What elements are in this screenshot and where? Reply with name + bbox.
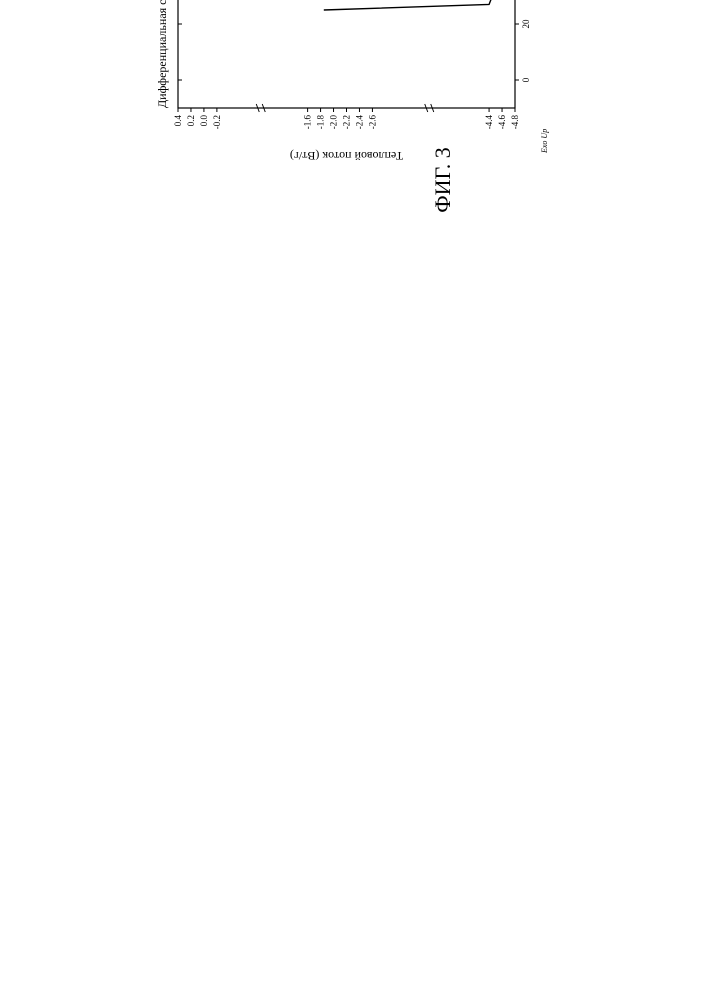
ytick-label: 0.4 — [173, 115, 183, 127]
ytick-label: -4.6 — [497, 115, 507, 130]
ytick-label: -2.2 — [342, 115, 352, 129]
ytick-label: -1.6 — [303, 115, 313, 130]
ytick-label: -1.8 — [316, 115, 326, 130]
plot-area — [178, 0, 515, 108]
xtick-label: 0 — [521, 77, 531, 82]
ytick-label: 0.0 — [199, 115, 209, 127]
figure-label: ФИГ. 3 — [430, 80, 456, 280]
xtick-label: 20 — [521, 19, 531, 29]
ytick-label: -2.6 — [367, 115, 377, 130]
ytick-label: -4.4 — [484, 115, 494, 130]
ytick-label: -4.8 — [510, 115, 520, 130]
xaxis-note-left: Exo Up — [540, 129, 549, 154]
ytick-label: -0.2 — [212, 115, 222, 129]
y-axis-label: Тепловой поток (Вт/г) — [290, 149, 403, 163]
chart-title: Дифференциальная сканирующая калориметри… — [155, 0, 169, 108]
ytick-label: 0.2 — [186, 115, 196, 126]
ytick-label: -2.0 — [329, 115, 339, 130]
ytick-label: -2.4 — [354, 115, 364, 130]
